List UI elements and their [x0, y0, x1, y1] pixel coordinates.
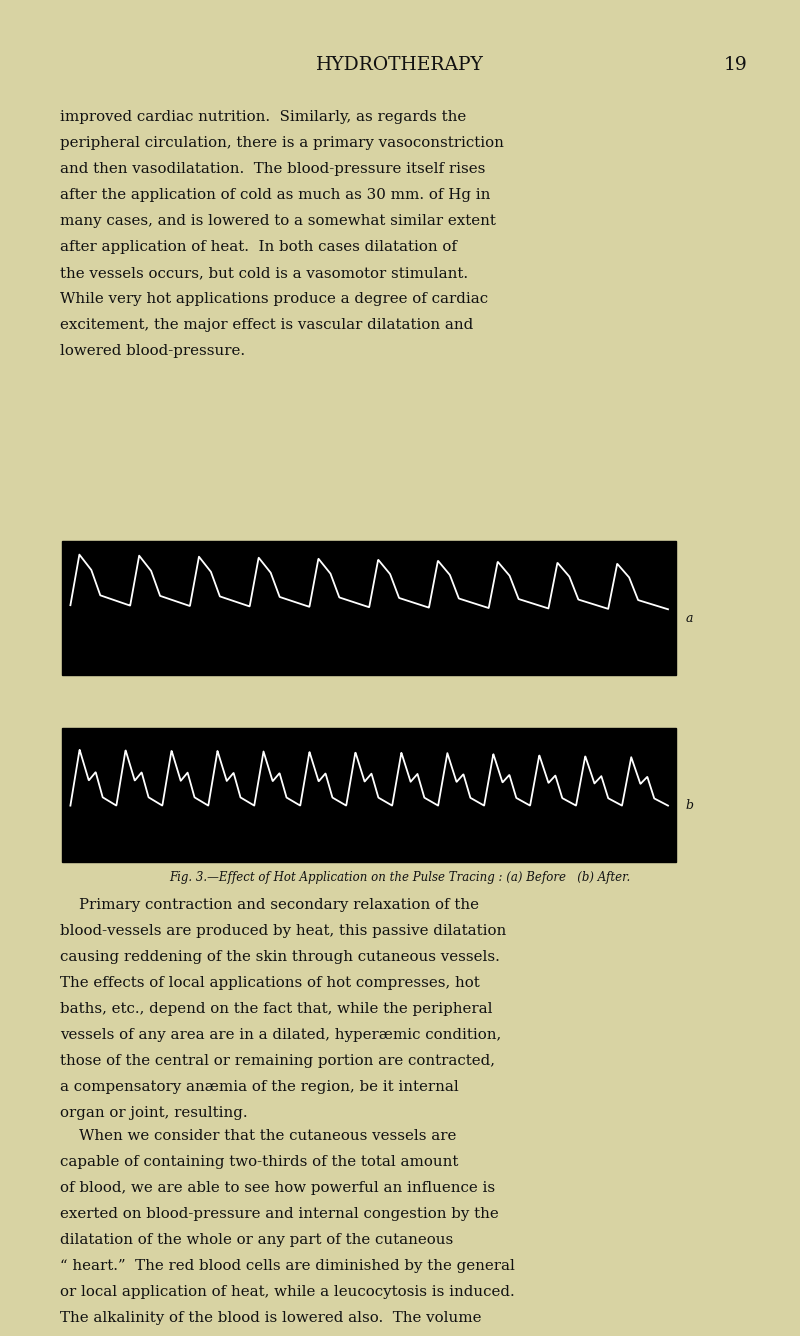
Text: peripheral circulation, there is a primary vasoconstriction: peripheral circulation, there is a prima… [60, 135, 504, 150]
Text: baths, etc., depend on the fact that, while the peripheral: baths, etc., depend on the fact that, wh… [60, 1002, 493, 1015]
Text: “ heart.”  The red blood cells are diminished by the general: “ heart.” The red blood cells are dimini… [60, 1259, 515, 1273]
Text: organ or joint, resulting.: organ or joint, resulting. [60, 1106, 248, 1120]
Text: The alkalinity of the blood is lowered also.  The volume: The alkalinity of the blood is lowered a… [60, 1312, 482, 1325]
Text: dilatation of the whole or any part of the cutaneous: dilatation of the whole or any part of t… [60, 1233, 454, 1246]
Text: causing reddening of the skin through cutaneous vessels.: causing reddening of the skin through cu… [60, 950, 500, 963]
Text: vessels of any area are in a dilated, hyperæmic condition,: vessels of any area are in a dilated, hy… [60, 1029, 502, 1042]
Text: exerted on blood-pressure and internal congestion by the: exerted on blood-pressure and internal c… [60, 1208, 498, 1221]
Text: the vessels occurs, but cold is a vasomotor stimulant.: the vessels occurs, but cold is a vasomo… [60, 266, 468, 279]
Text: those of the central or remaining portion are contracted,: those of the central or remaining portio… [60, 1054, 495, 1067]
Text: after application of heat.  In both cases dilatation of: after application of heat. In both cases… [60, 239, 457, 254]
Text: Fig. 3.—Effect of Hot Application on the Pulse Tracing : (a) Before   (b) After.: Fig. 3.—Effect of Hot Application on the… [170, 871, 630, 884]
FancyBboxPatch shape [62, 541, 676, 675]
Text: HYDROTHERAPY: HYDROTHERAPY [316, 56, 484, 73]
Text: after the application of cold as much as 30 mm. of Hg in: after the application of cold as much as… [60, 187, 490, 202]
Text: of blood, we are able to see how powerful an influence is: of blood, we are able to see how powerfu… [60, 1181, 495, 1194]
Text: b: b [686, 799, 694, 812]
Text: capable of containing two-thirds of the total amount: capable of containing two-thirds of the … [60, 1154, 458, 1169]
Text: and then vasodilatation.  The blood-pressure itself rises: and then vasodilatation. The blood-press… [60, 162, 486, 175]
FancyBboxPatch shape [62, 728, 676, 862]
Text: or local application of heat, while a leucocytosis is induced.: or local application of heat, while a le… [60, 1285, 514, 1299]
Text: a: a [686, 612, 693, 625]
Text: 19: 19 [724, 56, 748, 73]
Text: blood-vessels are produced by heat, this passive dilatation: blood-vessels are produced by heat, this… [60, 925, 506, 938]
Text: The effects of local applications of hot compresses, hot: The effects of local applications of hot… [60, 975, 480, 990]
Text: a compensatory anæmia of the region, be it internal: a compensatory anæmia of the region, be … [60, 1079, 458, 1094]
Text: Primary contraction and secondary relaxation of the: Primary contraction and secondary relaxa… [60, 898, 479, 911]
Text: excitement, the major effect is vascular dilatation and: excitement, the major effect is vascular… [60, 318, 474, 331]
Text: improved cardiac nutrition.  Similarly, as regards the: improved cardiac nutrition. Similarly, a… [60, 110, 466, 123]
Text: many cases, and is lowered to a somewhat similar extent: many cases, and is lowered to a somewhat… [60, 214, 496, 227]
Text: While very hot applications produce a degree of cardiac: While very hot applications produce a de… [60, 291, 488, 306]
Text: When we consider that the cutaneous vessels are: When we consider that the cutaneous vess… [60, 1129, 456, 1142]
Text: lowered blood-pressure.: lowered blood-pressure. [60, 343, 245, 358]
